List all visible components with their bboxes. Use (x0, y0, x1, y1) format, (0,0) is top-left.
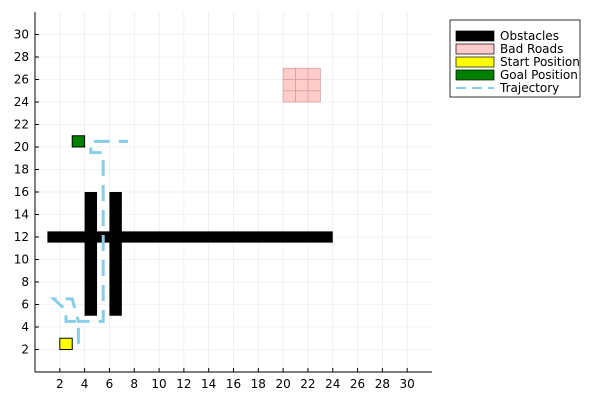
x-tick-label: 8 (130, 377, 138, 391)
obstacle (47, 231, 333, 243)
y-tick-label: 12 (14, 230, 29, 244)
legend-label: Start Position (500, 55, 580, 69)
legend-label: Bad Roads (500, 42, 563, 56)
bad-road-cell (282, 67, 296, 80)
trajectory-layer (49, 139, 128, 344)
y-tick-label: 24 (14, 95, 29, 109)
y-tick-label: 16 (14, 185, 29, 199)
x-tick-label: 12 (176, 377, 191, 391)
x-tick-label: 22 (300, 377, 315, 391)
x-tick-label: 6 (106, 377, 114, 391)
y-tick-label: 28 (14, 50, 29, 64)
y-tick-label: 22 (14, 118, 29, 132)
y-tick-label: 14 (14, 208, 29, 222)
x-tick-label: 20 (275, 377, 290, 391)
x-tick-label: 18 (251, 377, 266, 391)
legend-label: Goal Position (500, 68, 578, 82)
bad-road-cell (307, 79, 321, 92)
obstacle (84, 192, 98, 316)
y-tick-label: 4 (21, 320, 29, 334)
y-tick-label: 2 (21, 343, 29, 357)
bad-road-cell (282, 90, 296, 103)
y-tick-label: 26 (14, 73, 29, 87)
legend-swatch (455, 43, 495, 55)
x-tick-label: 16 (226, 377, 241, 391)
bad-road-cell (295, 90, 309, 103)
bad-road-cell (295, 67, 309, 80)
legend-swatch (455, 30, 495, 42)
y-tick-label: 30 (14, 28, 29, 42)
goal-position-marker (71, 135, 86, 148)
obstacle (109, 192, 122, 316)
y-tick-label: 6 (21, 298, 29, 312)
x-tick-label: 2 (56, 377, 64, 391)
bad-road-cell (295, 79, 309, 92)
x-tick-label: 30 (400, 377, 415, 391)
legend-swatch (455, 69, 495, 81)
x-tick-label: 26 (350, 377, 365, 391)
bad-road-cell (282, 79, 296, 92)
markers-layer (59, 135, 86, 350)
trajectory-line (49, 139, 128, 344)
x-tick-label: 4 (81, 377, 89, 391)
y-tick-label: 20 (14, 140, 29, 154)
grid (35, 12, 432, 372)
x-tick-label: 10 (151, 377, 166, 391)
y-tick-label: 10 (14, 253, 29, 267)
y-tick-label: 8 (21, 275, 29, 289)
bad-road-cell (307, 67, 321, 80)
y-tick-label: 18 (14, 163, 29, 177)
axes: 2 4 6 8 10 12 14 16 18 20 22 24 26 28 3024681012141618… (14, 12, 432, 391)
x-tick-label: 24 (325, 377, 340, 391)
obstacles-layer (47, 192, 333, 316)
x-tick-label: 28 (375, 377, 390, 391)
bad-road-cell (307, 90, 321, 103)
bad-roads-layer (282, 67, 321, 103)
legend-swatch (455, 56, 495, 68)
legend-label: Trajectory (499, 81, 559, 95)
legend-label: Obstacles (500, 29, 559, 43)
start-position-marker (59, 337, 73, 350)
x-tick-label: 14 (201, 377, 216, 391)
